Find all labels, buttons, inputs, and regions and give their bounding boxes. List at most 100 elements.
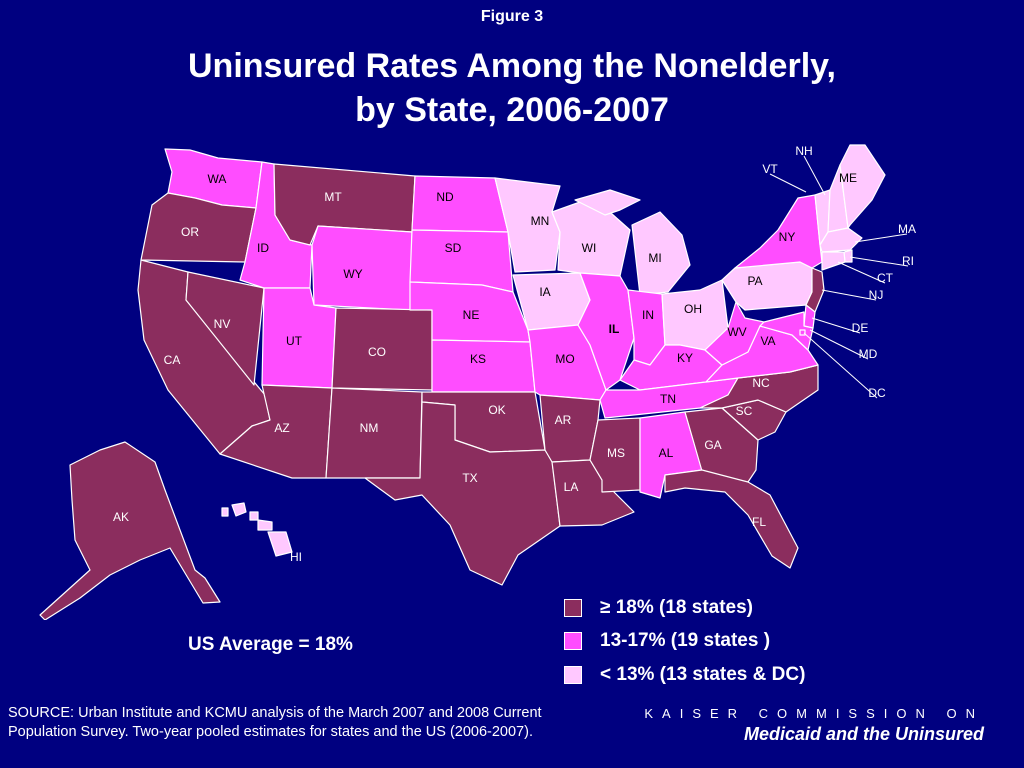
state-label-la: LA xyxy=(564,480,579,494)
state-shape-mn xyxy=(494,177,561,273)
state-label-wy: WY xyxy=(343,267,362,281)
state-label-sd: SD xyxy=(445,241,462,255)
state-fl xyxy=(664,469,799,569)
state-label-nd: ND xyxy=(436,190,454,204)
state-label-or: OR xyxy=(181,225,199,239)
legend-item-mid: 13-17% (19 states ) xyxy=(564,627,770,655)
state-shape-hi xyxy=(231,502,247,517)
state-label-wa: WA xyxy=(208,172,227,186)
state-label-mo: MO xyxy=(555,352,574,366)
state-label-nc: NC xyxy=(752,376,770,390)
state-shape-ct xyxy=(821,251,846,271)
state-wy xyxy=(311,225,413,311)
state-label-ri: RI xyxy=(902,254,914,268)
state-wi xyxy=(551,201,631,277)
us-state-map: WA OR CA NV ID MT WY UT AZ CO NM ND SD NE KS OK TX MN IA MO… xyxy=(39,144,916,620)
state-label-nj: NJ xyxy=(869,288,884,302)
state-label-md: MD xyxy=(859,347,878,361)
state-label-ok: OK xyxy=(488,403,505,417)
legend-item-low: < 13% (13 states & DC) xyxy=(564,661,805,689)
state-label-oh: OH xyxy=(684,302,702,316)
callout-line-ri xyxy=(849,256,909,267)
legend-label-low: < 13% (13 states & DC) xyxy=(600,664,806,685)
state-shape-mi xyxy=(574,189,641,216)
state-label-ct: CT xyxy=(877,271,894,285)
callout-line-nh xyxy=(803,155,826,196)
title-line-2: by State, 2006-2007 xyxy=(355,91,669,129)
state-shape-fl xyxy=(664,469,799,569)
state-shape-tx xyxy=(364,401,561,586)
callout-line-nj xyxy=(821,289,877,301)
state-shape-ak xyxy=(39,441,221,620)
state-mi xyxy=(574,189,691,296)
state-label-ar: AR xyxy=(555,413,572,427)
state-label-ky: KY xyxy=(677,351,693,365)
state-shape-hi xyxy=(257,519,273,531)
state-nv xyxy=(185,271,265,386)
state-shape-wi xyxy=(551,201,631,277)
title-line-1: Uninsured Rates Among the Nonelderly, xyxy=(188,47,836,85)
state-label-ny: NY xyxy=(779,230,796,244)
state-shape-nc xyxy=(699,364,819,413)
state-label-dc: DC xyxy=(868,386,886,400)
state-shape-nv xyxy=(185,271,265,386)
state-nc xyxy=(699,364,819,413)
state-label-nm: NM xyxy=(360,421,379,435)
state-label-ks: KS xyxy=(470,352,486,366)
legend-label-mid: 13-17% (19 states ) xyxy=(600,630,771,651)
state-label-mt: MT xyxy=(324,190,342,204)
state-label-wv: WV xyxy=(727,325,746,339)
legend-label-high: ≥ 18% (18 states) xyxy=(600,597,754,618)
callout-line-md xyxy=(809,329,869,360)
state-label-ma: MA xyxy=(898,222,916,236)
state-label-sc: SC xyxy=(736,404,753,418)
state-shape-hi xyxy=(249,511,259,521)
state-shape-dc xyxy=(799,329,806,336)
callout-line-dc xyxy=(803,332,878,399)
state-il xyxy=(577,272,635,391)
branding-line-1: KAISER COMMISSION ON xyxy=(644,706,984,721)
state-label-wi: WI xyxy=(582,241,597,255)
state-shape-hi xyxy=(221,507,229,517)
state-shape-mi xyxy=(631,211,691,296)
state-label-in: IN xyxy=(642,308,654,322)
state-me xyxy=(839,144,886,229)
branding-line-2: Medicaid and the Uninsured xyxy=(743,724,984,744)
state-label-pa: PA xyxy=(747,274,762,288)
state-ct xyxy=(821,251,846,271)
state-label-az: AZ xyxy=(274,421,289,435)
state-label-hi: HI xyxy=(290,550,302,564)
state-label-mn: MN xyxy=(531,214,550,228)
state-label-co: CO xyxy=(368,345,386,359)
state-label-id: ID xyxy=(257,241,269,255)
page-title: Uninsured Rates Among the Nonelderly, by… xyxy=(0,44,1024,132)
callout-line-ma xyxy=(854,233,908,243)
state-label-ca: CA xyxy=(164,353,181,367)
state-dc xyxy=(799,329,806,336)
state-shape-wy xyxy=(311,225,413,311)
state-shape-nd xyxy=(411,175,509,233)
state-label-ms: MS xyxy=(607,446,625,460)
state-label-ak: AK xyxy=(113,510,129,524)
state-label-nv: NV xyxy=(214,317,231,331)
state-label-ne: NE xyxy=(463,308,480,322)
state-mn xyxy=(494,177,561,273)
state-label-vt: VT xyxy=(762,162,778,176)
callout-line-vt xyxy=(769,173,807,193)
state-label-tn: TN xyxy=(660,392,676,406)
state-shape-il xyxy=(577,272,635,391)
source-note: SOURCE: Urban Institute and KCMU analysi… xyxy=(8,705,542,740)
legend-swatch-high xyxy=(564,599,582,617)
callout-line-de xyxy=(811,317,861,334)
state-label-ga: GA xyxy=(704,438,721,452)
state-label-al: AL xyxy=(659,446,674,460)
figure-label: Figure 3 xyxy=(480,8,544,25)
state-label-tx: TX xyxy=(462,471,477,485)
callout-line-ct xyxy=(837,261,886,284)
state-label-va: VA xyxy=(760,334,775,348)
legend-swatch-mid xyxy=(564,632,582,650)
legend-swatch-low xyxy=(564,666,582,684)
us-average: US Average = 18% xyxy=(188,634,353,655)
state-nd xyxy=(411,175,509,233)
state-label-ia: IA xyxy=(539,285,550,299)
